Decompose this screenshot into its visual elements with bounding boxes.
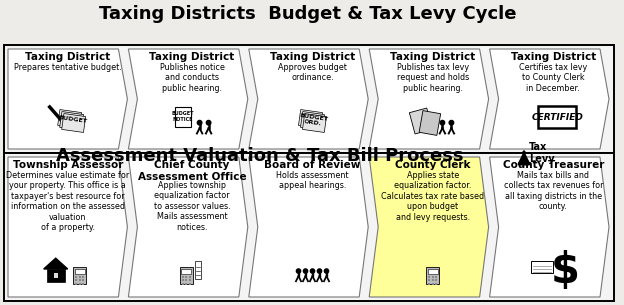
Polygon shape <box>303 113 326 132</box>
Polygon shape <box>249 157 368 297</box>
Bar <box>182 275 183 278</box>
Bar <box>75 269 85 274</box>
Bar <box>185 275 187 278</box>
Bar <box>182 282 183 285</box>
Bar <box>429 282 431 285</box>
Text: Taxing District: Taxing District <box>510 52 596 62</box>
Polygon shape <box>44 258 67 269</box>
Bar <box>436 275 437 278</box>
Text: BUDGET
NOTICE: BUDGET NOTICE <box>172 111 194 122</box>
Bar <box>188 282 190 285</box>
Text: BUDGET
ORD.: BUDGET ORD. <box>298 113 328 127</box>
Circle shape <box>440 120 445 125</box>
Text: Tax
Levy: Tax Levy <box>529 142 555 164</box>
Bar <box>185 279 187 281</box>
Circle shape <box>318 269 321 273</box>
Bar <box>531 261 553 273</box>
Polygon shape <box>57 109 82 128</box>
Text: Taxing District: Taxing District <box>25 52 110 62</box>
Bar <box>54 273 58 278</box>
Text: Certifies tax levy
to County Clerk
in December.: Certifies tax levy to County Clerk in De… <box>519 63 587 93</box>
Text: Board of Review: Board of Review <box>265 160 361 170</box>
Polygon shape <box>8 157 127 297</box>
Text: County Clerk: County Clerk <box>395 160 470 170</box>
Text: $: $ <box>551 250 580 292</box>
Bar <box>432 279 434 281</box>
Bar <box>185 282 187 285</box>
Bar <box>73 267 86 284</box>
Bar <box>188 279 190 281</box>
Bar <box>436 279 437 281</box>
Text: BUDGET: BUDGET <box>58 116 87 124</box>
Text: Chief County
Assessment Office: Chief County Assessment Office <box>138 160 246 181</box>
Bar <box>4 153 614 301</box>
Text: Township Assessor: Township Assessor <box>12 160 123 170</box>
Text: Applies township
equalization factor
to assessor values.
Mails assessment
notice: Applies township equalization factor to … <box>154 181 230 231</box>
Bar <box>82 275 84 278</box>
Text: Determines value estimate for
your property. This office is a
taxpayer's best re: Determines value estimate for your prope… <box>6 171 129 232</box>
Bar <box>181 269 191 274</box>
Circle shape <box>449 120 454 125</box>
Bar <box>47 269 65 282</box>
Text: Approves budget
ordinance.: Approves budget ordinance. <box>278 63 347 82</box>
Polygon shape <box>249 49 368 149</box>
Bar <box>429 275 431 278</box>
Circle shape <box>303 269 308 273</box>
Bar <box>180 267 193 284</box>
Text: Taxing District: Taxing District <box>270 52 355 62</box>
Bar <box>195 261 201 279</box>
Polygon shape <box>369 157 489 297</box>
Bar <box>188 275 190 278</box>
Polygon shape <box>298 109 323 128</box>
Bar <box>76 282 77 285</box>
Polygon shape <box>8 49 127 149</box>
Text: Assessment Valuation & Tax Bill Process: Assessment Valuation & Tax Bill Process <box>56 147 464 165</box>
Text: Taxing Districts  Budget & Tax Levy Cycle: Taxing Districts Budget & Tax Levy Cycle <box>99 5 517 23</box>
Bar <box>82 282 84 285</box>
Text: Taxing District: Taxing District <box>150 52 235 62</box>
Circle shape <box>197 120 202 125</box>
Circle shape <box>296 269 301 273</box>
Polygon shape <box>60 112 84 131</box>
Bar <box>432 275 434 278</box>
Bar <box>76 279 77 281</box>
Bar <box>432 282 434 285</box>
Circle shape <box>324 269 329 273</box>
Bar <box>79 275 80 278</box>
Bar <box>82 279 84 281</box>
Bar <box>426 267 439 284</box>
Text: Publishes tax levy
request and holds
public hearing.: Publishes tax levy request and holds pub… <box>397 63 469 93</box>
Polygon shape <box>301 112 324 131</box>
Bar <box>539 106 577 128</box>
Polygon shape <box>129 157 248 297</box>
Bar <box>79 279 80 281</box>
Polygon shape <box>490 49 609 149</box>
Text: Applies state
equalization factor.
Calculates tax rate based
upon budget
and lev: Applies state equalization factor. Calcu… <box>381 171 484 222</box>
Text: Mails tax bills and
collects tax revenues for
all taxing districts in the
county: Mails tax bills and collects tax revenue… <box>504 171 603 211</box>
Bar <box>429 279 431 281</box>
Bar <box>182 279 183 281</box>
Polygon shape <box>369 49 489 149</box>
Bar <box>4 45 614 153</box>
Bar <box>436 282 437 285</box>
Text: Holds assessment
appeal hearings.: Holds assessment appeal hearings. <box>276 171 349 190</box>
Circle shape <box>310 269 314 273</box>
Polygon shape <box>409 108 432 134</box>
Bar <box>79 282 80 285</box>
Text: CERTIFIED: CERTIFIED <box>532 113 583 121</box>
Polygon shape <box>62 113 85 132</box>
Text: County Treasurer: County Treasurer <box>502 160 604 170</box>
Bar <box>428 269 438 274</box>
Polygon shape <box>490 157 609 297</box>
Text: Taxing District: Taxing District <box>390 52 475 62</box>
Text: Publishes notice
and conducts
public hearing.: Publishes notice and conducts public hea… <box>160 63 225 93</box>
Circle shape <box>207 120 211 125</box>
Bar <box>76 275 77 278</box>
Polygon shape <box>419 111 441 135</box>
Bar <box>175 107 191 127</box>
Text: Prepares tentative budget.: Prepares tentative budget. <box>14 63 122 72</box>
Polygon shape <box>129 49 248 149</box>
